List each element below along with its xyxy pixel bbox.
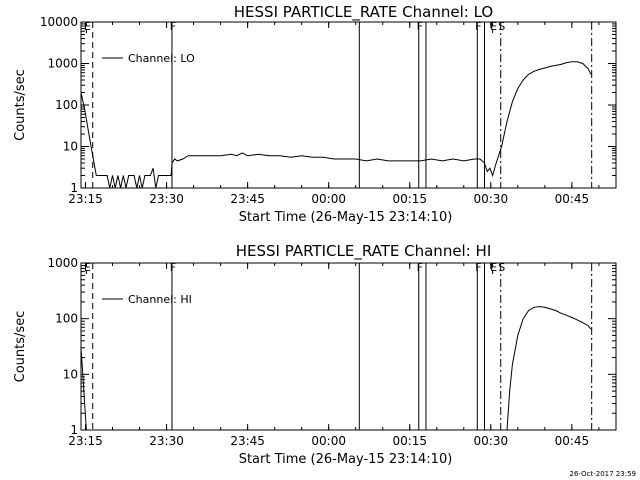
- legend-label: Channel: HI: [128, 293, 192, 306]
- x-tick-label: 23:45: [230, 434, 265, 448]
- y-tick-label: 1: [70, 181, 78, 195]
- series-line: [80, 61, 592, 189]
- x-tick-label: 00:15: [392, 192, 427, 206]
- x-tick-label: 23:45: [230, 192, 265, 206]
- x-tick-label: 00:30: [474, 434, 509, 448]
- event-marker-label: F: [417, 20, 423, 33]
- y-tick-label: 100: [55, 98, 78, 112]
- x-tick-label: 00:00: [311, 192, 346, 206]
- plot-frame: [80, 262, 617, 431]
- series-line: [80, 347, 87, 431]
- x-tick-label: 00:15: [392, 434, 427, 448]
- series-line: [506, 306, 592, 431]
- x-tick-label: 23:15: [68, 192, 103, 206]
- x-tick-label: 23:30: [149, 192, 184, 206]
- y-tick-label: 1000: [47, 57, 78, 71]
- y-tick-label: 1: [70, 423, 78, 437]
- x-tick-label: 00:30: [474, 192, 509, 206]
- panel-hi: HESSI PARTICLE_RATE Channel: HI 23:15 23:3…: [13, 242, 617, 467]
- event-marker-label: S: [498, 20, 505, 33]
- event-marker-label: F: [417, 261, 423, 274]
- panel-lo: HESSI PARTICLE_RATE Channel: LO 23:15 23:3…: [13, 3, 617, 225]
- event-marker-label: E: [490, 20, 497, 33]
- event-marker-label: S: [498, 261, 505, 274]
- footer-timestamp: 26-Oct-2017 23:59: [570, 470, 636, 478]
- chart-title: HESSI PARTICLE_RATE Channel: LO: [234, 3, 493, 22]
- event-marker-label: F: [170, 261, 176, 274]
- event-marker-label: F: [475, 20, 481, 33]
- x-tick-label: 23:15: [68, 434, 103, 448]
- plot-frame: [80, 21, 617, 189]
- event-marker-label: E: [490, 261, 497, 274]
- x-tick-label: 00:45: [555, 434, 590, 448]
- y-tick-label: 10: [63, 367, 78, 381]
- x-tick-label: 00:45: [555, 192, 590, 206]
- legend-label: Channel: LO: [128, 52, 195, 65]
- x-tick-label: 23:30: [149, 434, 184, 448]
- x-tick-label: 00:00: [311, 434, 346, 448]
- y-tick-label: 1000: [47, 256, 78, 270]
- x-axis-label: Start Time (26-May-15 23:14:10): [239, 210, 453, 225]
- y-tick-label: 100: [55, 312, 78, 326]
- y-tick-label: 10: [63, 140, 78, 154]
- y-axis-label: Counts/sec: [13, 311, 28, 383]
- chart-title: HESSI PARTICLE_RATE Channel: HI: [236, 242, 492, 261]
- event-marker-label: F: [170, 20, 176, 33]
- event-marker-label: E: [84, 261, 91, 274]
- event-marker-label: F: [475, 261, 481, 274]
- event-marker-label: E: [84, 20, 91, 33]
- y-axis-label: Counts/sec: [13, 69, 28, 141]
- x-axis-label: Start Time (26-May-15 23:14:10): [239, 452, 453, 467]
- y-tick-label: 10000: [40, 15, 78, 29]
